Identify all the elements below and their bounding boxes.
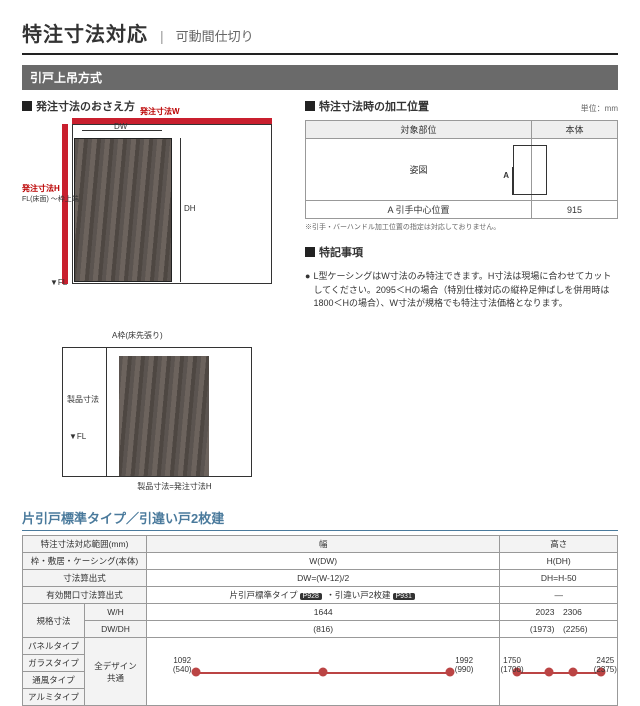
a-row-value: 915 (532, 201, 618, 219)
width-slider: 1092(540) 1992(990) (147, 638, 500, 706)
door-mini (513, 145, 547, 195)
a-row-label: A 引手中心位置 (306, 201, 532, 219)
std-dw: (816) (147, 621, 500, 638)
sub-top-label: A枠(床先張り) (112, 330, 287, 341)
range-header: 特注寸法対応範囲(mm) (23, 536, 147, 553)
width-opening: 片引戸標準タイプP928 ・引違い戸2枚建P931 (147, 587, 500, 604)
height-sub: H(DH) (500, 553, 618, 570)
subtitle: 可動間仕切り (176, 26, 254, 45)
dh-line (180, 138, 181, 282)
main-title: 特注寸法対応 (22, 18, 148, 47)
main-diagram: 発注寸法W DW 発注寸法H FL(床面) ～枠上端 DH ▼FL (22, 120, 282, 330)
std-h: 2023 2306 (500, 604, 618, 621)
sub-fl-label: ▼FL (69, 432, 86, 441)
tokki-body: L型ケーシングはW寸法のみ特注できます。H寸法は現場に合わせてカットしてください… (313, 270, 618, 311)
std-dh: (1973) (2256) (500, 621, 618, 638)
pos-note: ※引手・バーハンドル加工位置の指定は対応しておりません。 (305, 222, 618, 232)
sub-left-label: 製品寸法 (67, 394, 99, 405)
pos-row-label: 姿図 (306, 139, 532, 201)
w-label: 発注寸法W (140, 106, 180, 117)
std-w: 1644 (147, 604, 500, 621)
a-dim-line (512, 167, 513, 195)
h-sublabel: FL(床面) ～枠上端 (22, 196, 79, 204)
width-header: 幅 (147, 536, 500, 553)
door-panel (74, 138, 172, 282)
pos-th2: 本体 (532, 121, 618, 139)
height-header: 高さ (500, 536, 618, 553)
fl-label: ▼FL (50, 278, 67, 287)
sub-door-panel (119, 356, 209, 476)
pos-th1: 対象部位 (306, 121, 532, 139)
pos-diagram-cell: A (532, 139, 618, 201)
position-table: 対象部位本体 姿図 A A 引手中心位置915 (305, 120, 618, 219)
tokki-heading: 特記事項 (305, 244, 618, 260)
wh-label: W/H (85, 604, 147, 621)
width-formula: DW=(W-12)/2 (147, 570, 500, 587)
dw-label: DW (114, 122, 127, 131)
a-dim-label: A (503, 171, 509, 180)
width-sub: W(DW) (147, 553, 500, 570)
height-formula: DH=H-50 (500, 570, 618, 587)
sub-bottom-label: 製品寸法=発注寸法H (62, 481, 287, 492)
panel-row: パネルタイプ (23, 638, 85, 655)
opening-row: 有効開口寸法算出式 (23, 587, 147, 604)
right-column: 特注寸法時の加工位置 単位：mm 対象部位本体 姿図 A A 引手中心位置915… (305, 98, 618, 492)
sub-diagram: 製品寸法 ▼FL (62, 347, 252, 477)
tokki-text: ●L型ケーシングはW寸法のみ特注できます。H寸法は現場に合わせてカットしてくださ… (305, 270, 618, 311)
design-label: 全デザイン 共通 (85, 638, 147, 706)
vent-row: 通風タイプ (23, 672, 85, 689)
spec-table: 特注寸法対応範囲(mm) 幅 高さ 枠・敷居・ケーシング(本体) W(DW) H… (22, 535, 618, 706)
frame-row: 枠・敷居・ケーシング(本体) (23, 553, 147, 570)
page-header: 特注寸法対応 | 可動間仕切り (22, 18, 618, 55)
glass-row: ガラスタイプ (23, 655, 85, 672)
std-row: 規格寸法 (23, 604, 85, 638)
dwdh-label: DW/DH (85, 621, 147, 638)
section2-title: 片引戸標準タイプ／引違い戸2枚建 (22, 508, 618, 531)
formula-row: 寸法算出式 (23, 570, 147, 587)
right-heading: 特注寸法時の加工位置 (305, 98, 429, 114)
height-slider: 1750(1700) 2425(2375) (500, 638, 618, 706)
height-opening: — (500, 587, 618, 604)
section-bar: 引戸上吊方式 (22, 65, 618, 90)
left-column: 発注寸法のおさえ方 発注寸法W DW 発注寸法H FL(床面) ～枠上端 DH … (22, 98, 287, 492)
unit-label: 単位：mm (581, 103, 618, 114)
alumi-row: アルミタイプ (23, 689, 85, 706)
title-divider: | (160, 28, 164, 44)
top-grid: 発注寸法のおさえ方 発注寸法W DW 発注寸法H FL(床面) ～枠上端 DH … (22, 98, 618, 492)
sub-left-box (63, 348, 107, 476)
dh-label: DH (184, 204, 196, 213)
h-label: 発注寸法H (22, 184, 60, 194)
